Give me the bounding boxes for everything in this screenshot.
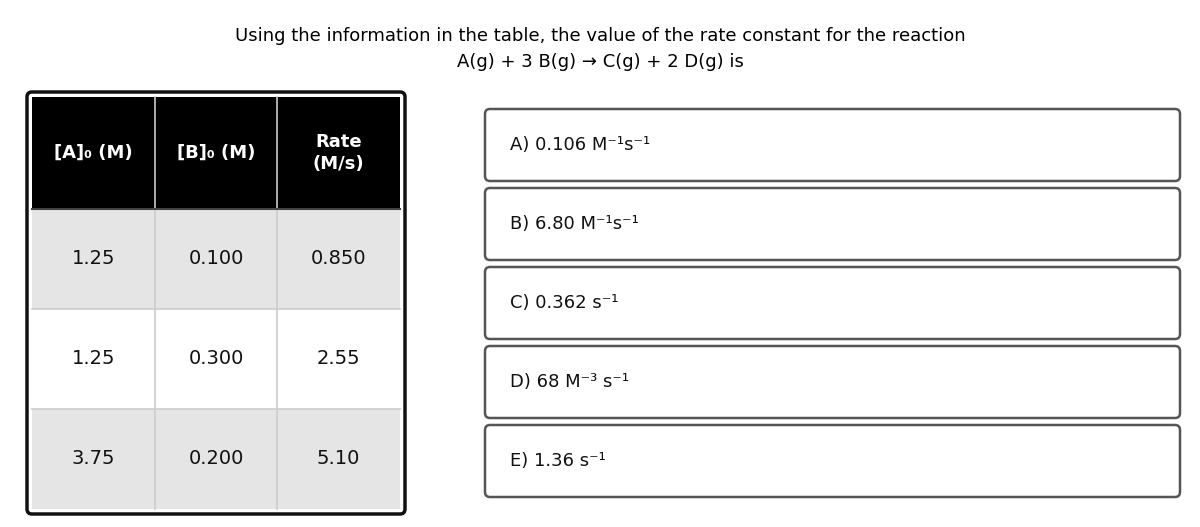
FancyBboxPatch shape xyxy=(485,346,1180,418)
Text: 0.850: 0.850 xyxy=(311,249,366,268)
Text: 1.25: 1.25 xyxy=(72,249,115,268)
FancyBboxPatch shape xyxy=(485,188,1180,260)
Text: E) 1.36 s⁻¹: E) 1.36 s⁻¹ xyxy=(510,452,606,470)
Text: Using the information in the table, the value of the rate constant for the react: Using the information in the table, the … xyxy=(235,27,965,45)
FancyBboxPatch shape xyxy=(485,267,1180,339)
Text: [A]₀ (M): [A]₀ (M) xyxy=(54,144,133,162)
Text: [B]₀ (M): [B]₀ (M) xyxy=(176,144,256,162)
Text: 0.300: 0.300 xyxy=(188,349,244,368)
Bar xyxy=(32,97,400,209)
Text: 2.55: 2.55 xyxy=(317,349,360,368)
Text: 0.100: 0.100 xyxy=(188,249,244,268)
Text: B) 6.80 M⁻¹s⁻¹: B) 6.80 M⁻¹s⁻¹ xyxy=(510,215,638,233)
FancyBboxPatch shape xyxy=(485,109,1180,181)
Text: 1.25: 1.25 xyxy=(72,349,115,368)
Text: A) 0.106 M⁻¹s⁻¹: A) 0.106 M⁻¹s⁻¹ xyxy=(510,136,650,154)
Bar xyxy=(32,209,400,309)
Text: Rate
(M/s): Rate (M/s) xyxy=(313,133,365,173)
Text: 0.200: 0.200 xyxy=(188,450,244,469)
Text: A(g) + 3 B(g) → C(g) + 2 D(g) is: A(g) + 3 B(g) → C(g) + 2 D(g) is xyxy=(456,53,744,71)
Text: 5.10: 5.10 xyxy=(317,450,360,469)
Text: D) 68 M⁻³ s⁻¹: D) 68 M⁻³ s⁻¹ xyxy=(510,373,629,391)
Text: 3.75: 3.75 xyxy=(72,450,115,469)
Text: C) 0.362 s⁻¹: C) 0.362 s⁻¹ xyxy=(510,294,618,312)
FancyBboxPatch shape xyxy=(485,425,1180,497)
Bar xyxy=(32,409,400,509)
Bar xyxy=(32,309,400,409)
